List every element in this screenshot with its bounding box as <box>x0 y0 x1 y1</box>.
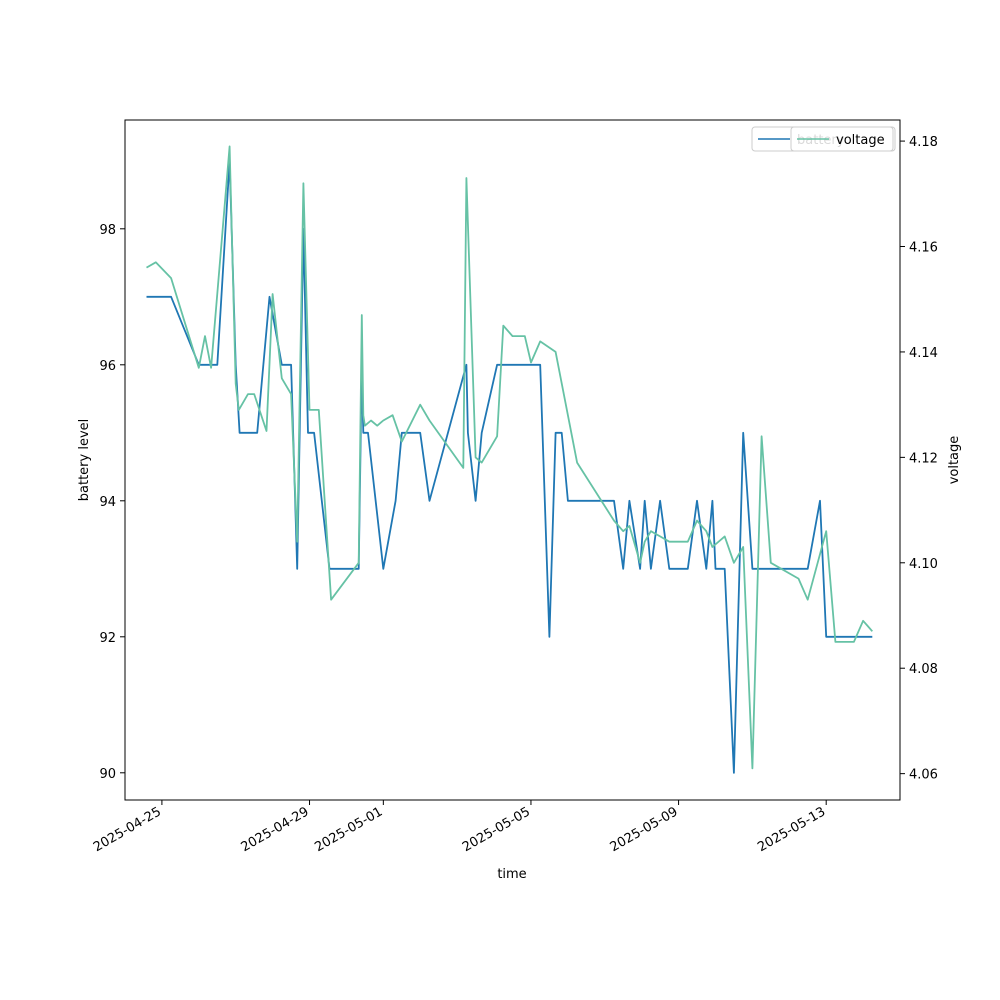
left-y-axis-label: battery level <box>77 419 92 502</box>
x-tick-label: 2025-05-05 <box>460 804 533 855</box>
right-y-axis: 4.06 4.08 4.10 4.12 4.14 4.16 4.18 <box>900 135 938 783</box>
legend-voltage: voltage <box>790 126 894 152</box>
left-y-tick-label: 98 <box>99 223 116 238</box>
x-tick-label: 2025-05-09 <box>608 804 681 855</box>
left-y-tick-label: 96 <box>99 359 116 374</box>
legend-voltage-frame <box>790 126 894 152</box>
left-y-tick-label: 92 <box>99 631 116 646</box>
left-y-tick-label: 90 <box>99 767 116 782</box>
left-y-axis: 90 92 94 96 98 <box>99 223 125 782</box>
right-y-tick-label: 4.08 <box>909 662 938 677</box>
legend-voltage-label: voltage <box>836 133 885 148</box>
right-y-tick-label: 4.12 <box>909 451 938 466</box>
x-axis-label: time <box>497 867 526 882</box>
right-y-axis-label: voltage <box>947 436 962 485</box>
x-tick-label: 2025-04-25 <box>91 804 164 855</box>
x-tick-label: 2025-05-13 <box>755 804 828 855</box>
series-line-battery <box>146 159 873 774</box>
x-tick-label: 2025-04-29 <box>239 804 312 855</box>
right-y-tick-label: 4.18 <box>909 135 938 150</box>
plot-lines <box>146 145 873 774</box>
right-y-tick-label: 4.06 <box>909 768 938 783</box>
x-axis: 2025-04-25 2025-04-29 2025-05-01 2025-05-05… <box>91 800 828 855</box>
series-line-voltage <box>146 145 873 770</box>
left-y-tick-label: 94 <box>99 495 116 510</box>
right-y-tick-label: 4.14 <box>909 346 938 361</box>
plot-area-frame <box>124 119 901 801</box>
right-y-tick-label: 4.16 <box>909 241 938 256</box>
right-y-tick-label: 4.10 <box>909 557 938 572</box>
x-tick-label: 2025-05-01 <box>312 804 385 855</box>
